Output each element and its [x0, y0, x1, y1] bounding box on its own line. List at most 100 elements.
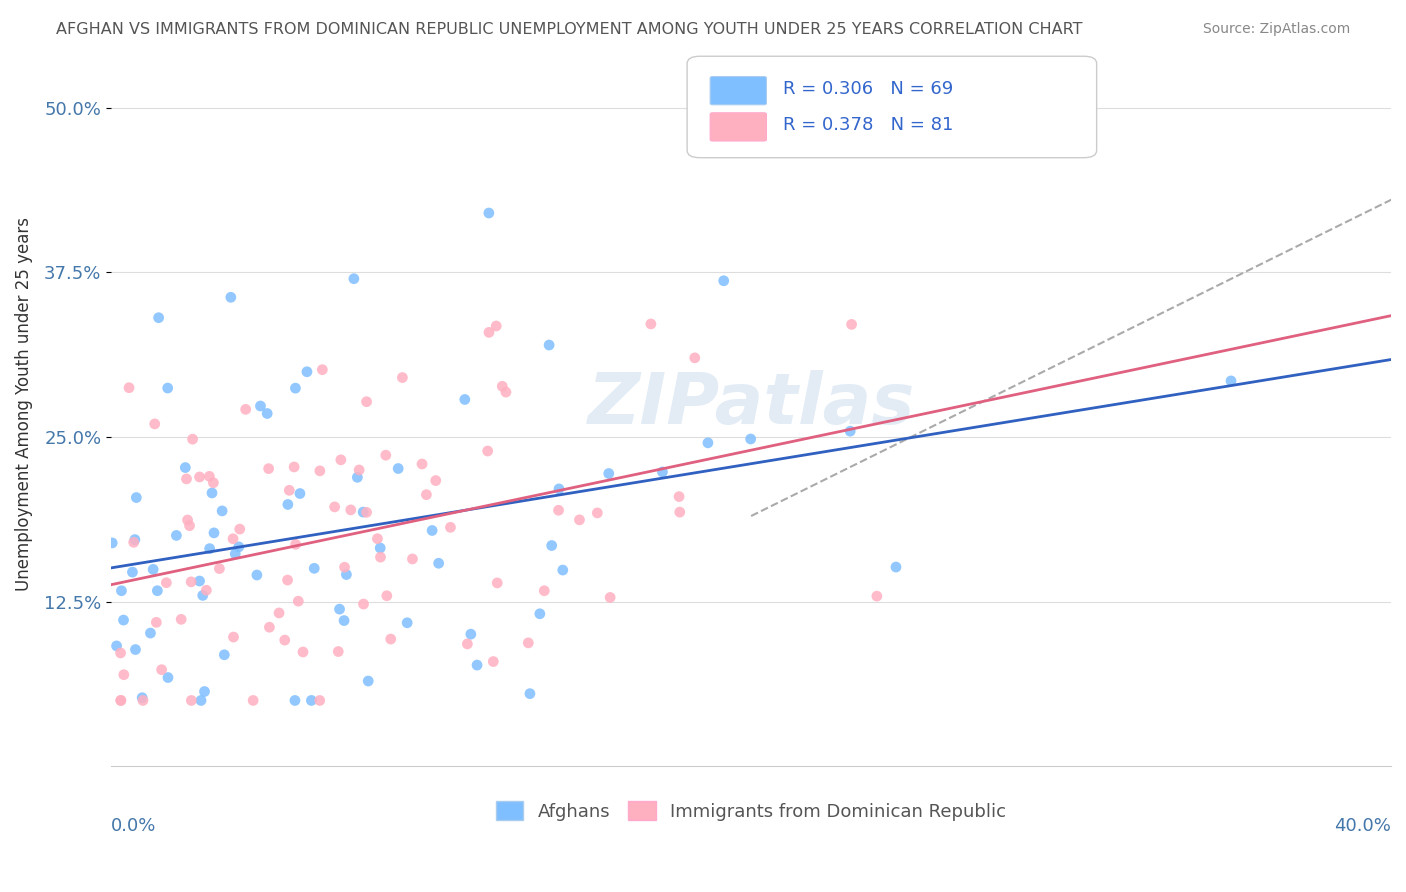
- Point: [193, 684, 215, 698]
- Point: [380, 632, 402, 646]
- Point: [302, 561, 325, 575]
- Point: [284, 381, 307, 395]
- Text: 0.0%: 0.0%: [111, 817, 156, 835]
- Point: [131, 690, 153, 705]
- Point: [145, 615, 167, 630]
- Point: [292, 645, 315, 659]
- Point: [222, 532, 245, 546]
- Point: [142, 562, 165, 576]
- Point: [366, 532, 388, 546]
- Point: [598, 467, 620, 481]
- Point: [132, 693, 155, 707]
- Point: [740, 432, 762, 446]
- Point: [202, 475, 225, 490]
- Point: [329, 452, 352, 467]
- Point: [454, 392, 477, 407]
- Point: [219, 290, 242, 304]
- Point: [150, 663, 173, 677]
- Point: [195, 583, 218, 598]
- Point: [339, 503, 361, 517]
- Point: [347, 463, 370, 477]
- Point: [278, 483, 301, 498]
- Point: [101, 536, 124, 550]
- Point: [651, 465, 673, 479]
- Point: [165, 528, 187, 542]
- Point: [401, 552, 423, 566]
- Point: [460, 627, 482, 641]
- Point: [224, 547, 246, 561]
- Point: [246, 568, 269, 582]
- Point: [170, 612, 193, 626]
- Point: [256, 407, 278, 421]
- Point: [323, 500, 346, 514]
- Point: [485, 318, 508, 333]
- Point: [411, 457, 433, 471]
- Text: R = 0.306   N = 69: R = 0.306 N = 69: [783, 80, 953, 98]
- Point: [174, 460, 197, 475]
- Point: [214, 648, 236, 662]
- Point: [683, 351, 706, 365]
- Point: [486, 575, 509, 590]
- Point: [599, 591, 621, 605]
- Point: [368, 541, 391, 555]
- Point: [456, 637, 478, 651]
- Point: [191, 588, 214, 602]
- Point: [143, 417, 166, 431]
- Point: [202, 525, 225, 540]
- Point: [211, 504, 233, 518]
- Point: [352, 505, 374, 519]
- Point: [110, 693, 132, 707]
- Point: [495, 385, 517, 400]
- Point: [288, 486, 311, 500]
- Point: [540, 539, 562, 553]
- Point: [586, 506, 609, 520]
- Point: [180, 574, 202, 589]
- Point: [517, 636, 540, 650]
- Point: [335, 567, 357, 582]
- Point: [105, 639, 128, 653]
- Point: [491, 379, 513, 393]
- Point: [249, 399, 271, 413]
- Point: [257, 461, 280, 475]
- Point: [277, 498, 299, 512]
- Point: [181, 432, 204, 446]
- Point: [1220, 374, 1243, 388]
- Point: [839, 424, 862, 438]
- Point: [415, 488, 437, 502]
- Point: [122, 535, 145, 549]
- Point: [396, 615, 419, 630]
- Point: [118, 381, 141, 395]
- Point: [866, 589, 889, 603]
- Point: [124, 533, 146, 547]
- Point: [242, 693, 264, 707]
- Point: [146, 583, 169, 598]
- Point: [427, 556, 450, 570]
- Point: [375, 589, 398, 603]
- Point: [176, 513, 198, 527]
- Point: [179, 518, 201, 533]
- Point: [370, 550, 392, 565]
- Point: [283, 459, 305, 474]
- Point: [374, 448, 396, 462]
- Point: [841, 318, 863, 332]
- Point: [155, 575, 177, 590]
- Point: [287, 594, 309, 608]
- Point: [551, 563, 574, 577]
- Point: [357, 673, 380, 688]
- Y-axis label: Unemployment Among Youth under 25 years: Unemployment Among Youth under 25 years: [15, 217, 32, 591]
- Point: [420, 524, 443, 538]
- Point: [346, 470, 368, 484]
- Point: [284, 537, 307, 551]
- Point: [180, 693, 202, 707]
- Point: [478, 206, 501, 220]
- Point: [328, 644, 350, 658]
- Point: [112, 667, 135, 681]
- Point: [343, 271, 366, 285]
- Point: [425, 474, 447, 488]
- Point: [274, 633, 297, 648]
- Point: [356, 394, 378, 409]
- Point: [391, 370, 413, 384]
- Point: [439, 520, 461, 534]
- Point: [387, 461, 409, 475]
- Point: [548, 482, 571, 496]
